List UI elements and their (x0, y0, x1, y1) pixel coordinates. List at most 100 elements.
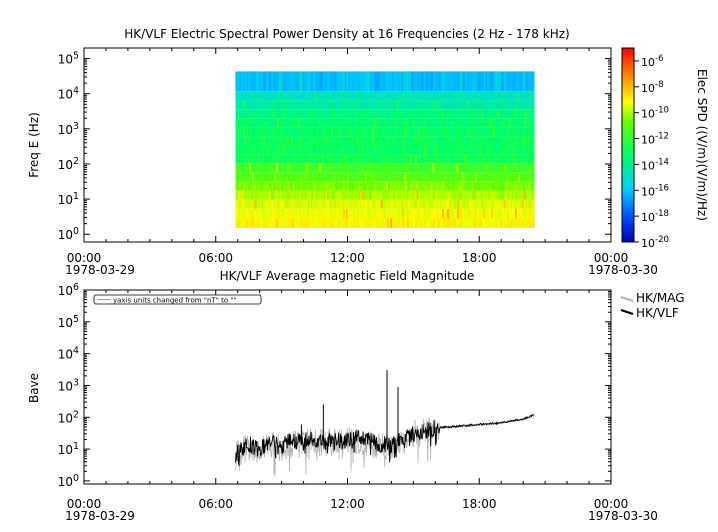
spectrogram-cell (251, 218, 253, 228)
spectrogram-cell (440, 154, 442, 164)
spectrogram-cell (329, 190, 331, 200)
spectrogram-cell (428, 118, 430, 128)
spectrogram-cell (515, 109, 517, 119)
spectrogram-cell (387, 218, 389, 228)
spectrogram-cell (378, 118, 380, 128)
spectrogram-cell (359, 136, 361, 146)
spectrogram-cell (319, 199, 321, 209)
spectrogram-cell (451, 181, 453, 191)
spectrogram-cell (485, 91, 487, 101)
spectrogram-cell (254, 208, 256, 219)
spectrogram-cell (293, 154, 295, 164)
spectrogram-cell (235, 91, 237, 101)
spectrogram-cell (239, 118, 241, 128)
spectrogram-cell (411, 218, 413, 228)
spectrogram-cell (455, 208, 457, 219)
spectrogram-cell (515, 100, 517, 110)
spectrogram-cell (338, 154, 340, 164)
spectrogram-cell (382, 91, 384, 101)
spectrogram-cell (490, 145, 492, 155)
spectrogram-cell (444, 218, 446, 228)
spectrogram-cell (359, 109, 361, 119)
spectrogram-cell (395, 136, 397, 146)
spectrogram-cell (456, 190, 458, 200)
spectrogram-cell (445, 109, 447, 119)
spectrogram-cell (325, 100, 327, 110)
spectrogram-cell (255, 154, 257, 164)
spectrogram-cell (241, 100, 243, 110)
spectrogram-cell (532, 190, 534, 200)
spectrogram-cell (456, 208, 458, 219)
spectrogram-cell (421, 199, 423, 209)
spectrogram-cell (393, 181, 395, 191)
spectrogram-cell (284, 127, 286, 137)
spectrogram-cell (405, 199, 407, 209)
spectrogram-cell (486, 163, 488, 173)
spectrogram-cell (299, 163, 301, 173)
spectrogram-cell (323, 136, 325, 146)
spectrogram-cell (235, 127, 237, 137)
spectrogram-cell (289, 91, 291, 101)
spectrogram-cell (269, 208, 271, 219)
spectrogram-cell (488, 208, 490, 219)
spectrogram-cell (306, 71, 308, 92)
spectrogram-cell (367, 172, 369, 182)
spectrogram-cell (531, 154, 533, 164)
spectrogram-cell (425, 136, 427, 146)
spectrogram-cell (351, 208, 353, 219)
spectrogram-cell (347, 145, 349, 155)
spectrogram-cell (241, 154, 243, 164)
spectrogram-cell (357, 199, 359, 209)
spectrogram-cell (307, 118, 309, 128)
spectrogram-cell (483, 118, 485, 128)
spectrogram-cell (348, 109, 350, 119)
spectrogram-cell (287, 127, 289, 137)
spectrogram-cell (401, 136, 403, 146)
spectrogram-cell (426, 172, 428, 182)
spectrogram-cell (388, 100, 390, 110)
spectrogram-cell (439, 71, 441, 92)
spectrogram-cell (445, 190, 447, 200)
spectrogram-cell (382, 118, 384, 128)
spectrogram-cell (492, 208, 494, 219)
spectrogram-cell (397, 109, 399, 119)
spectrogram-cell (500, 100, 502, 110)
spectrogram-cell (409, 118, 411, 128)
spectrogram-cell (331, 218, 333, 228)
spectrogram-cell (290, 190, 292, 200)
spectrogram-cell (378, 100, 380, 110)
spectrogram-cell (418, 145, 420, 155)
spectrogram-cell (457, 154, 459, 164)
spectrogram-cell (269, 163, 271, 173)
spectrogram-cell (429, 136, 431, 146)
spectrogram-cell (490, 190, 492, 200)
spectrogram-cell (281, 71, 283, 92)
spectrogram-cell (485, 100, 487, 110)
spectrogram-cell (318, 172, 320, 182)
spectrogram-cell (414, 181, 416, 191)
spectrogram-cell (455, 172, 457, 182)
spectrogram-cell (463, 181, 465, 191)
spectrogram-cell (529, 118, 531, 128)
spectrogram-cell (532, 127, 534, 137)
spectrogram-cell (406, 71, 408, 92)
spectrogram-cell (328, 91, 330, 101)
spectrogram-cell (449, 163, 451, 173)
spectrogram-cell (284, 71, 286, 92)
spectrogram-cell (424, 199, 426, 209)
spectrogram-cell (494, 109, 496, 119)
spectrogram-cell (442, 218, 444, 228)
spectrogram-cell (320, 199, 322, 209)
spectrogram-cell (415, 190, 417, 200)
spectrogram-cell (280, 109, 282, 119)
spectrogram-cell (486, 71, 488, 92)
spectrogram-cell (464, 190, 466, 200)
spectrogram-cell (466, 208, 468, 219)
spectrogram-cell (349, 127, 351, 137)
spectrogram-cell (302, 91, 304, 101)
spectrogram-cell (438, 109, 440, 119)
spectrogram-cell (346, 218, 348, 228)
spectrogram-cell (489, 100, 491, 110)
spectrogram-cell (520, 172, 522, 182)
spectrogram-cell (290, 109, 292, 119)
